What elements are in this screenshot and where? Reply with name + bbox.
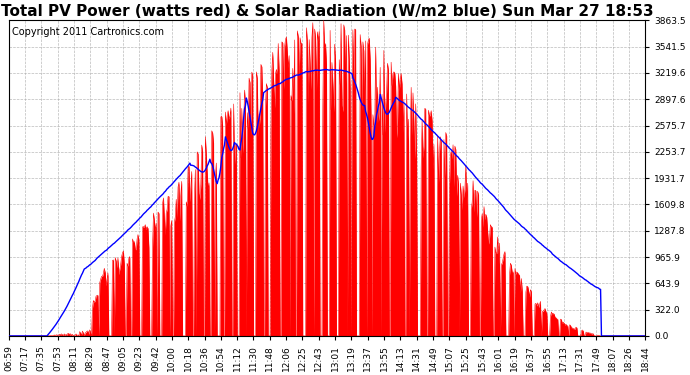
Title: Total PV Power (watts red) & Solar Radiation (W/m2 blue) Sun Mar 27 18:53: Total PV Power (watts red) & Solar Radia… [1,4,653,19]
Text: Copyright 2011 Cartronics.com: Copyright 2011 Cartronics.com [12,27,164,37]
